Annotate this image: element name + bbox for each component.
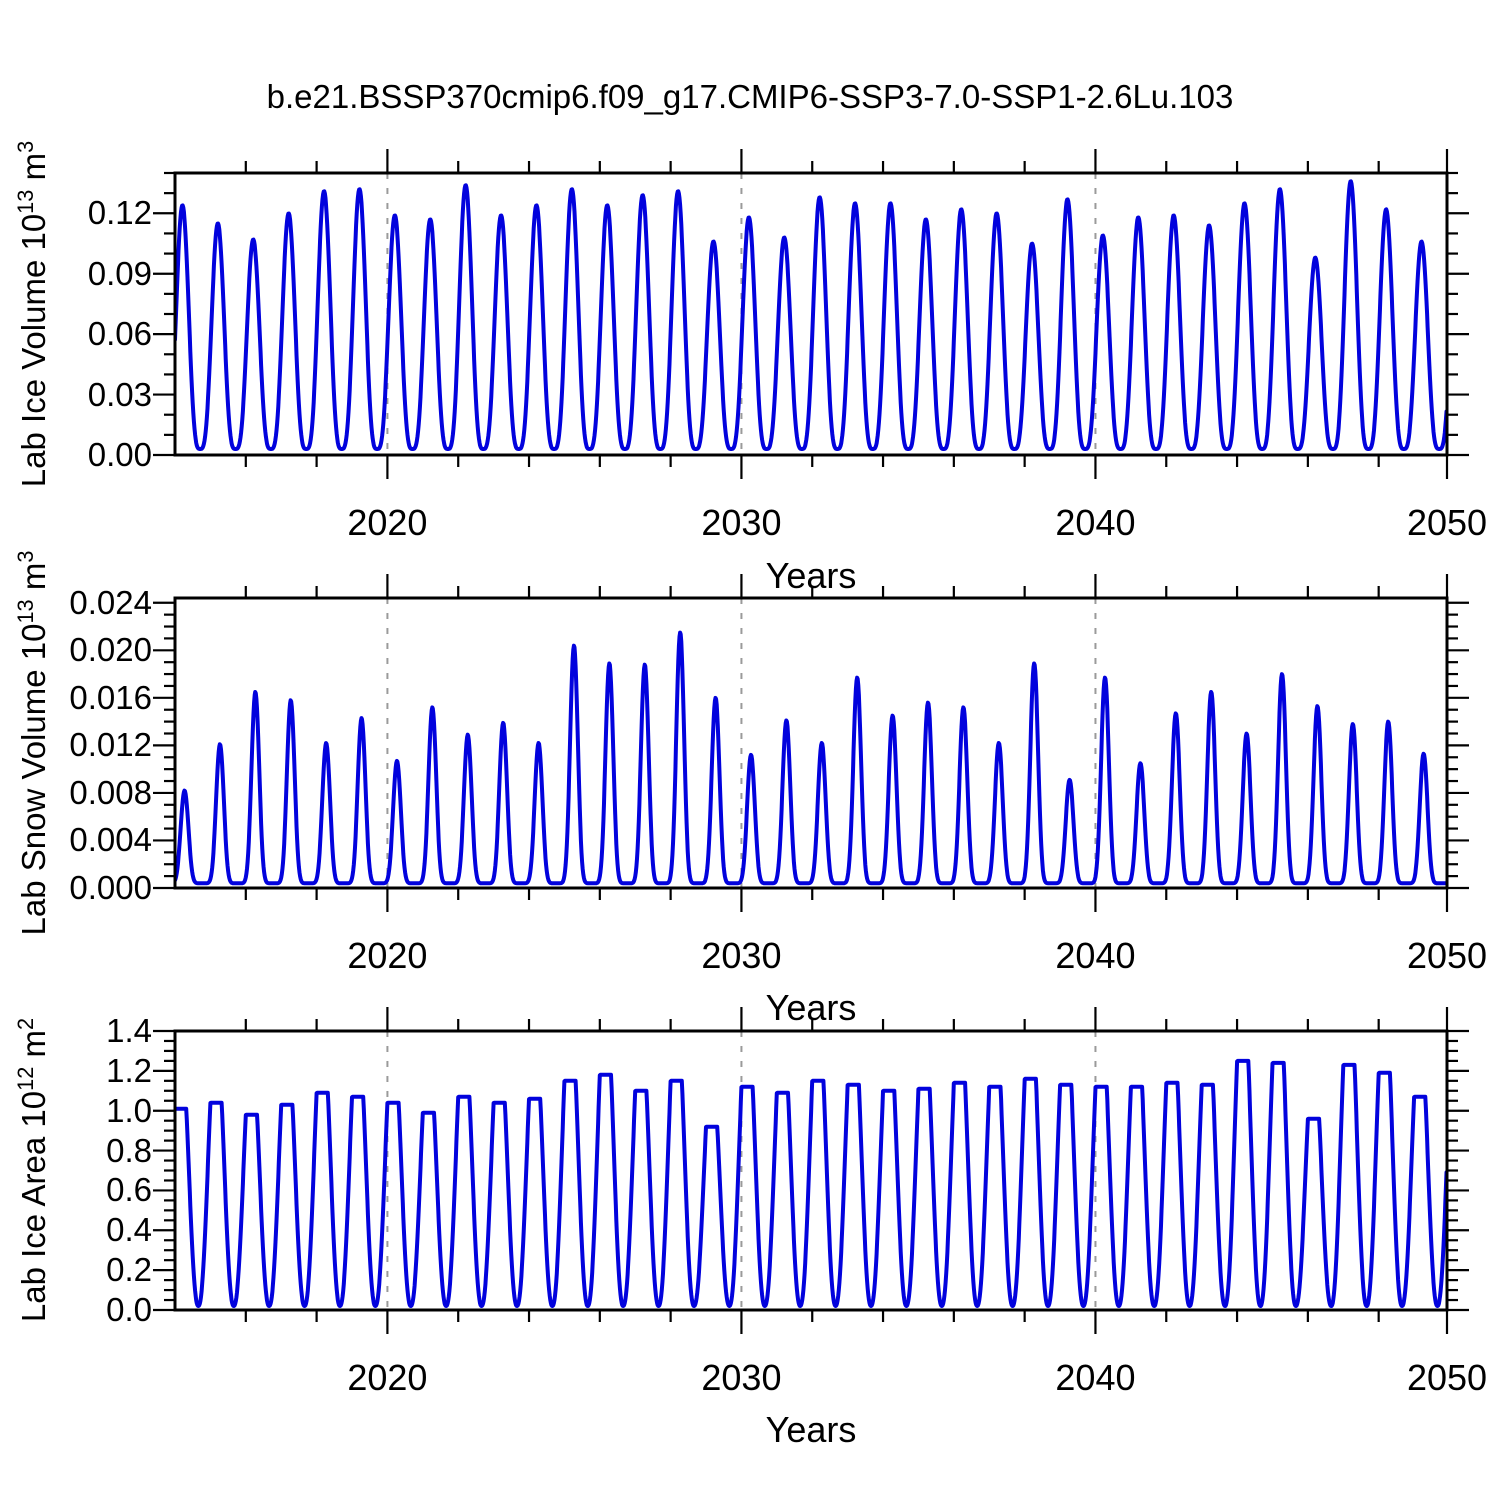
- series-line: [175, 630, 1447, 886]
- series-line: [175, 179, 1447, 451]
- panel-1: [153, 149, 1469, 479]
- panel-2: [153, 574, 1469, 912]
- plot-border: [173, 596, 1449, 890]
- axis-ticks: [153, 574, 1469, 912]
- series-line: [175, 1058, 1447, 1308]
- axis-ticks: [153, 149, 1469, 479]
- panel-3: [153, 1007, 1469, 1334]
- axis-ticks: [153, 1007, 1469, 1334]
